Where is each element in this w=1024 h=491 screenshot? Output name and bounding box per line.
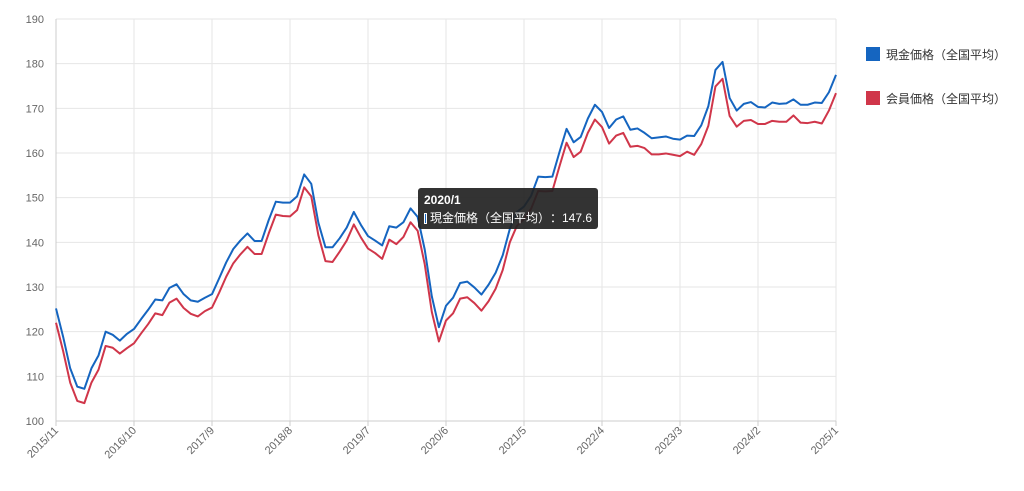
y-tick-label: 100 (26, 416, 44, 428)
y-tick-label: 110 (26, 371, 44, 383)
x-tick-label: 2021/5 (497, 425, 529, 457)
axes (55, 19, 836, 422)
series-line-member-price (55, 77, 837, 405)
tooltip-row: 現金価格（全国平均） ： 147.6 (424, 210, 592, 226)
x-tick-label: 2016/10 (103, 425, 140, 462)
x-tick-label: 2020/6 (419, 425, 451, 457)
y-tick-label: 160 (26, 148, 44, 160)
x-tick-label: 2024/2 (731, 425, 763, 457)
legend-label-member: 会員価格（全国平均） (886, 91, 1007, 106)
series-line-cash-price (55, 60, 837, 390)
series-lines (55, 60, 837, 405)
x-tick-label: 2019/7 (341, 425, 373, 457)
legend-item-cash-price[interactable]: 現金価格（全国平均） (866, 46, 1006, 62)
x-tick-labels: 2015/11 2016/10 2017/9 2018/8 2019/7 2020/6 20… (25, 425, 841, 462)
y-tick-label: 170 (26, 103, 44, 115)
y-tick-label: 190 (26, 14, 44, 26)
tooltip-title: 2020/1 (424, 193, 461, 207)
y-tick-labels: 100 110 120 130 140 150 160 170 180 190 (26, 14, 44, 428)
y-tick-label: 120 (26, 327, 44, 339)
y-tick-label: 140 (26, 237, 44, 249)
legend: 現金価格（全国平均） 会員価格（全国平均） (866, 46, 1006, 134)
legend-item-member-price[interactable]: 会員価格（全国平均） (866, 90, 1006, 106)
x-tick-label: 2022/4 (575, 425, 607, 457)
tooltip: 2020/1 現金価格（全国平均） ： 147.6 (418, 188, 598, 229)
x-tick-label: 2025/1 (809, 425, 841, 457)
x-tick-label: 2017/9 (185, 425, 217, 457)
y-tick-label: 130 (26, 282, 44, 294)
tooltip-swatch (424, 212, 427, 224)
legend-swatch-member (866, 91, 880, 105)
tooltip-series-name: 現金価格（全国平均） (429, 211, 550, 225)
x-tick-label: 2018/8 (263, 425, 295, 457)
tooltip-separator: ： (549, 211, 562, 225)
legend-label-cash: 現金価格（全国平均） (886, 47, 1007, 62)
x-tick-label: 2023/3 (653, 425, 685, 457)
x-tick-label: 2015/11 (25, 425, 61, 461)
tooltip-value: 147.6 (561, 211, 592, 225)
y-tick-label: 150 (26, 193, 44, 205)
y-tick-label: 180 (26, 59, 44, 71)
legend-swatch-cash (866, 47, 880, 61)
